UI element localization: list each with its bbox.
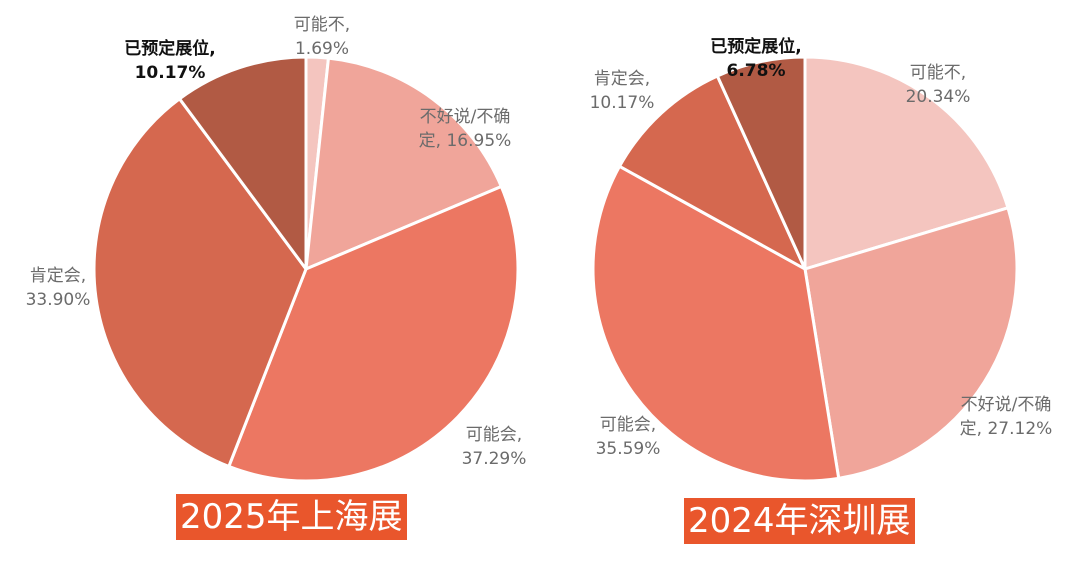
- slice-label-3: 肯定会, 33.90%: [26, 266, 91, 310]
- pie-slice-0: [803, 55, 1010, 271]
- pie-slice-4: [178, 55, 308, 271]
- slice-label-line: 已预定展位,: [124, 38, 215, 59]
- slice-label-2: 可能会, 35.59%: [596, 415, 661, 459]
- slice-label-line: 可能不,: [294, 15, 350, 35]
- slice-label-line: 已预定展位,: [710, 36, 801, 57]
- slice-label-1: 不好说/不确定, 16.95%: [419, 107, 512, 151]
- slice-label-line: 不好说/不确: [961, 395, 1052, 415]
- slice-label-2: 可能会, 37.29%: [462, 425, 527, 469]
- slice-label-line: 37.29%: [462, 449, 527, 469]
- pie-slice-4: [715, 55, 807, 271]
- pie-slice-3: [92, 97, 308, 468]
- slice-label-line: 1.69%: [295, 39, 349, 59]
- pie-chart-shanghai-2025: 可能不, 1.69% 不好说/不确定, 16.95% 可能会, 37.29% 肯定会, 33…: [26, 15, 527, 483]
- slice-label-line: 35.59%: [596, 439, 661, 459]
- chart-title-shanghai-2025: 2025年上海展: [176, 494, 407, 540]
- pie-chart-shenzhen-2024: 可能不, 20.34% 不好说/不确定, 27.12% 可能会, 35.59% 肯定会, 1…: [590, 36, 1053, 483]
- slice-label-4: 已预定展位, 10.17%: [124, 38, 215, 83]
- slice-label-3: 肯定会, 10.17%: [590, 69, 655, 113]
- slice-label-0: 可能不, 20.34%: [906, 63, 971, 107]
- slice-label-line: 6.78%: [727, 61, 786, 81]
- slice-label-4: 已预定展位, 6.78%: [710, 36, 801, 81]
- pie-slice-2: [227, 185, 520, 483]
- slice-label-0: 可能不, 1.69%: [294, 15, 350, 59]
- slice-label-line: 可能会,: [466, 425, 522, 445]
- slice-label-line: 可能不,: [910, 63, 966, 83]
- pie-slice-1: [304, 56, 503, 271]
- slice-label-line: 定, 27.12%: [960, 419, 1053, 439]
- slice-label-1: 不好说/不确定, 27.12%: [960, 395, 1053, 439]
- pie-slice-3: [618, 74, 807, 271]
- slice-label-line: 肯定会,: [594, 69, 650, 89]
- chart-title-shenzhen-2024: 2024年深圳展: [684, 498, 915, 544]
- slice-label-line: 33.90%: [26, 290, 91, 310]
- pie-slice-2: [591, 164, 841, 483]
- slice-label-line: 定, 16.95%: [419, 131, 512, 151]
- slice-label-line: 肯定会,: [30, 266, 86, 286]
- slice-label-line: 不好说/不确: [420, 107, 511, 127]
- slice-label-line: 10.17%: [135, 63, 206, 83]
- pie-slice-1: [803, 206, 1019, 480]
- slice-label-line: 10.17%: [590, 93, 655, 113]
- slice-label-line: 20.34%: [906, 87, 971, 107]
- slice-label-line: 可能会,: [600, 415, 656, 435]
